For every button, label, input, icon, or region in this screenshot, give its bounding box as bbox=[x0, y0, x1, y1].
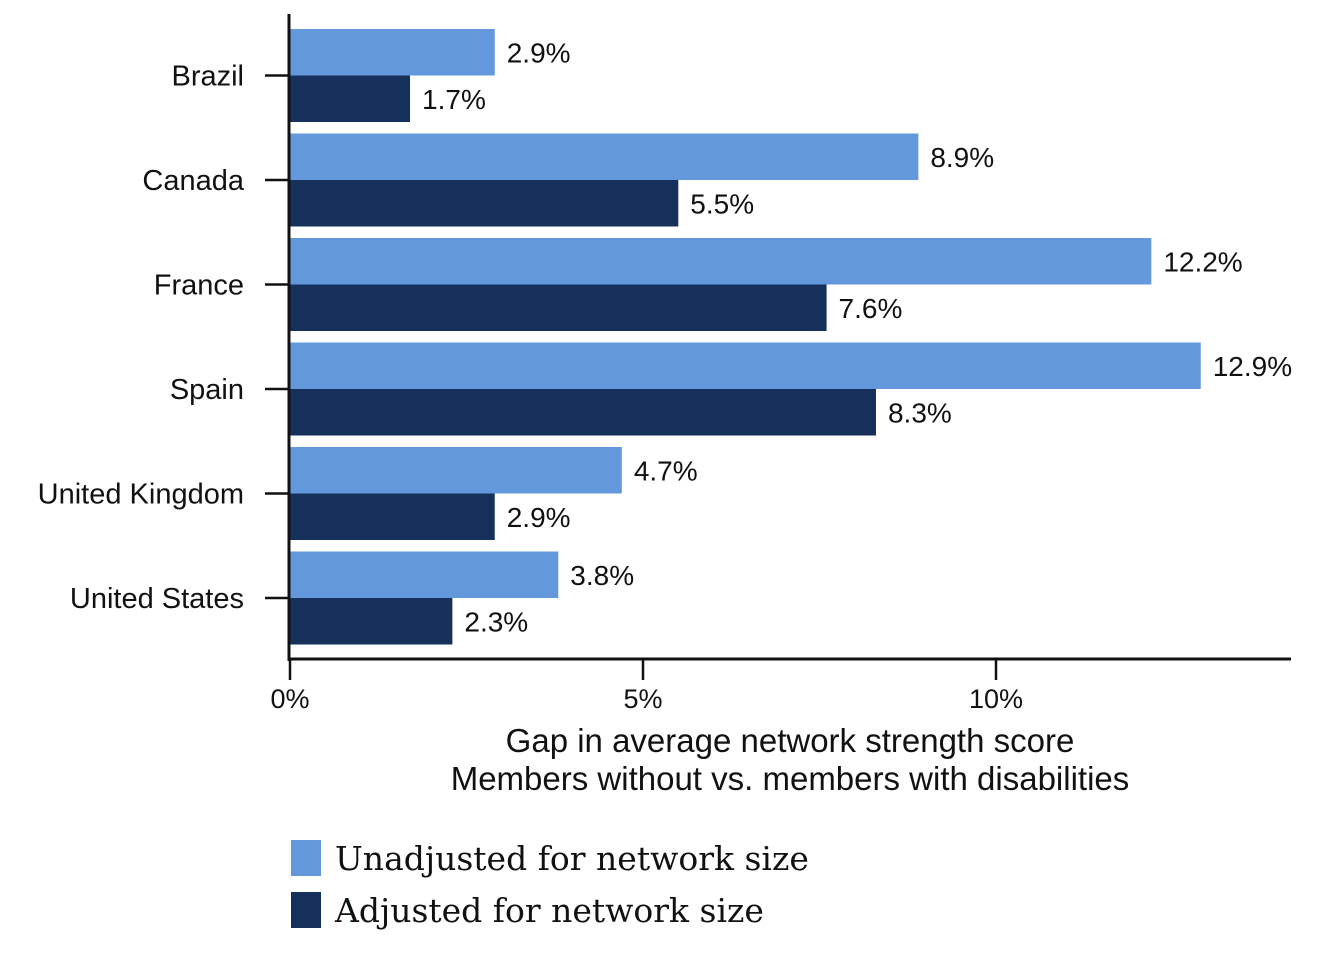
bar-chart: Brazil 2.9% 1.7% Canada 8.9% 5.5% France 12.2% 7… bbox=[38, 14, 1292, 797]
category-label-brazil: Brazil bbox=[171, 61, 244, 93]
legend-label-adjusted: Adjusted for network size bbox=[335, 890, 764, 930]
data-label-adjusted-united-kingdom: 2.9% bbox=[507, 502, 571, 533]
legend-label-unadjusted: Unadjusted for network size bbox=[335, 838, 809, 878]
bar-adjusted-france bbox=[290, 284, 827, 331]
legend-swatch-unadjusted bbox=[291, 840, 321, 876]
bar-unadjusted-united-kingdom bbox=[290, 447, 622, 494]
data-label-unadjusted-spain: 12.9% bbox=[1213, 351, 1292, 382]
legend-swatch-adjusted bbox=[291, 892, 321, 928]
data-label-unadjusted-canada: 8.9% bbox=[930, 142, 994, 173]
data-label-unadjusted-united-kingdom: 4.7% bbox=[634, 455, 698, 486]
category-label-france: France bbox=[154, 270, 244, 302]
category-label-united-states: United States bbox=[70, 583, 244, 615]
data-label-adjusted-brazil: 1.7% bbox=[422, 84, 486, 115]
data-label-unadjusted-united-states: 3.8% bbox=[570, 560, 634, 591]
bar-adjusted-united-kingdom bbox=[290, 493, 495, 540]
data-label-unadjusted-brazil: 2.9% bbox=[507, 37, 571, 68]
category-label-spain: Spain bbox=[170, 374, 244, 406]
bar-adjusted-brazil bbox=[290, 75, 411, 122]
bar-unadjusted-united-states bbox=[290, 551, 559, 598]
data-label-adjusted-united-states: 2.3% bbox=[464, 606, 528, 637]
category-label-canada: Canada bbox=[142, 165, 244, 197]
x-axis-title-line-1: Gap in average network strength score bbox=[506, 722, 1075, 759]
x-tick-label-10: 10% bbox=[969, 684, 1023, 714]
data-label-adjusted-canada: 5.5% bbox=[690, 188, 754, 219]
bar-adjusted-spain bbox=[290, 389, 876, 436]
x-tick-label-0: 0% bbox=[270, 684, 309, 714]
bar-unadjusted-canada bbox=[290, 133, 919, 180]
bar-unadjusted-brazil bbox=[290, 29, 495, 76]
legend-item-adjusted: Adjusted for network size bbox=[291, 884, 809, 936]
x-tick-label-5: 5% bbox=[623, 684, 662, 714]
bar-unadjusted-france bbox=[290, 238, 1152, 285]
bar-unadjusted-spain bbox=[290, 342, 1201, 389]
bar-adjusted-canada bbox=[290, 180, 679, 227]
category-label-united-kingdom: United Kingdom bbox=[38, 479, 244, 511]
x-axis-title-line-2: Members without vs. members with disabil… bbox=[451, 760, 1130, 797]
data-label-adjusted-spain: 8.3% bbox=[888, 397, 952, 428]
legend-item-unadjusted: Unadjusted for network size bbox=[291, 832, 809, 884]
data-label-unadjusted-france: 12.2% bbox=[1163, 246, 1242, 277]
bar-adjusted-united-states bbox=[290, 598, 453, 645]
legend: Unadjusted for network size Adjusted for… bbox=[291, 832, 809, 936]
data-label-adjusted-france: 7.6% bbox=[839, 293, 903, 324]
